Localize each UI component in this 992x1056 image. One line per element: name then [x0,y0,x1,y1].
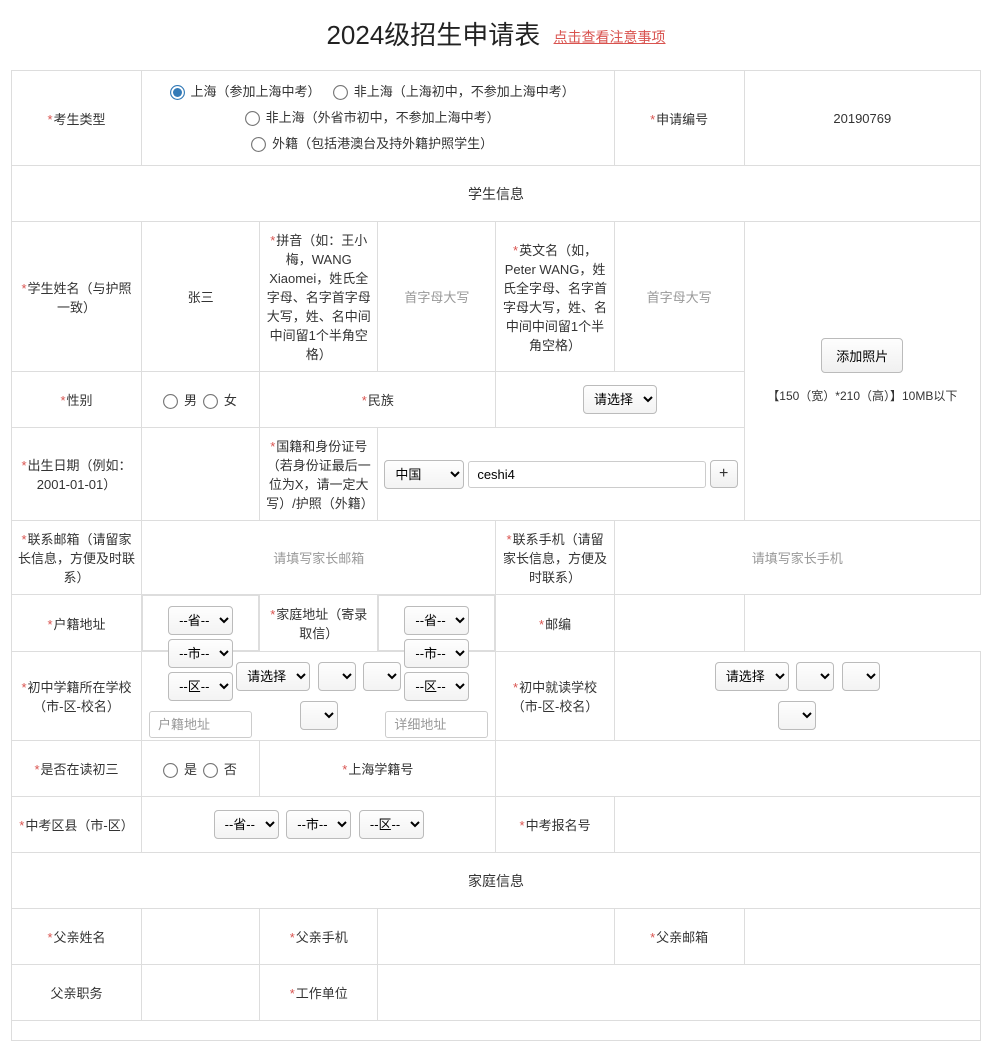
country-select[interactable]: 中国 [384,460,464,489]
label-father-email: 父亲邮箱 [650,930,708,945]
label-father-phone: 父亲手机 [290,930,348,945]
label-sh-student-id: 上海学籍号 [342,762,413,777]
label-id: 国籍和身份证号（若身份证最后一位为X，请一定大写）/护照（外籍） [266,439,374,511]
label-contact-email: 联系邮箱（请留家长信息，方便及时联系） [18,532,135,585]
home-district[interactable]: --区-- [404,672,469,701]
radio-type-foreign[interactable]: 外籍（包括港澳台及持外籍护照学生） [252,136,493,151]
label-work-unit: 工作单位 [290,986,348,1001]
hukou-district[interactable]: --区-- [168,672,233,701]
label-gender: 性别 [60,393,92,408]
schoolreg-sel3[interactable] [363,662,401,691]
pinyin-placeholder: 首字母大写 [378,222,496,372]
section-student-info: 学生信息 [12,166,981,222]
radio-grade3-yes[interactable]: 是 [164,762,197,777]
label-pinyin: 拼音（如：王小梅，WANG Xiaomei，姓氏全字母、名字首字母大写，姓、名中… [267,233,371,362]
label-exam-district: 中考区县（市-区） [19,818,133,833]
home-detail-input[interactable] [385,711,488,738]
label-english-name: 英文名（如，Peter WANG，姓氏全字母、名字首字母大写，姓、名中间中间留1… [503,243,607,353]
hukou-detail-input[interactable] [149,711,252,738]
label-student-name: 学生姓名（与护照一致） [21,281,131,315]
hukou-city[interactable]: --市-- [168,639,233,668]
label-postcode: 邮编 [539,617,571,632]
schoolreg-sel4[interactable] [300,701,338,730]
label-contact-phone: 联系手机（请留家长信息，方便及时联系） [503,532,607,585]
label-home-addr: 家庭地址（寄录取信） [270,607,367,641]
label-app-id: 申请编号 [650,112,708,127]
application-form: 考生类型 上海（参加上海中考） 非上海（上海初中，不参加上海中考） 非上海（外省… [11,70,981,1041]
exam-province[interactable]: --省-- [214,810,279,839]
schoolatt-sel1[interactable]: 请选择 [715,662,789,691]
photo-note: 【150（宽）*210（高）】10MB以下 [751,387,974,404]
radio-grade3-no[interactable]: 否 [204,762,237,777]
label-exam-reg-id: 中考报名号 [520,818,591,833]
exam-city[interactable]: --市-- [286,810,351,839]
label-applicant-type: 考生类型 [47,112,105,127]
label-school-attend: 初中就读学校（市-区-校名） [512,680,599,714]
radio-gender-female[interactable]: 女 [204,393,237,408]
schoolatt-sel4[interactable] [778,701,816,730]
label-father-job: 父亲职务 [12,965,142,1021]
schoolatt-sel2[interactable] [796,662,834,691]
radio-type-nonsh-sh[interactable]: 非上海（上海初中，不参加上海中考） [334,84,575,99]
home-province[interactable]: --省-- [404,606,469,635]
label-father-name: 父亲姓名 [47,930,105,945]
radio-type-nonsh-other[interactable]: 非上海（外省市初中，不参加上海中考） [246,110,500,125]
schoolatt-sel3[interactable] [842,662,880,691]
student-name-value: 张三 [142,222,260,372]
schoolreg-sel2[interactable] [318,662,356,691]
section-family-info: 家庭信息 [12,853,981,909]
label-grade3: 是否在读初三 [34,762,118,777]
contact-phone-placeholder: 请填写家长手机 [614,521,980,595]
exam-district[interactable]: --区-- [359,810,424,839]
id-input[interactable] [468,461,705,488]
schoolreg-sel1[interactable]: 请选择 [236,662,310,691]
label-hukou: 户籍地址 [47,617,105,632]
notice-link[interactable]: 点击查看注意事项 [554,29,666,45]
label-school-reg: 初中学籍所在学校（市-区-校名） [21,680,131,714]
page-title: 2024级招生申请表 点击查看注意事项 [10,15,982,52]
label-ethnicity: 民族 [362,393,394,408]
home-city[interactable]: --市-- [404,639,469,668]
ethnicity-select[interactable]: 请选择 [583,385,657,414]
radio-gender-male[interactable]: 男 [164,393,197,408]
english-name-placeholder: 首字母大写 [614,222,744,372]
hukou-province[interactable]: --省-- [168,606,233,635]
add-id-button[interactable]: + [710,460,738,488]
add-photo-button[interactable]: 添加照片 [821,338,903,373]
radio-type-sh[interactable]: 上海（参加上海中考） [171,84,321,99]
app-id-value: 20190769 [744,71,980,166]
label-dob: 出生日期（例如：2001-01-01） [21,458,131,492]
contact-email-placeholder: 请填写家长邮箱 [142,521,496,595]
